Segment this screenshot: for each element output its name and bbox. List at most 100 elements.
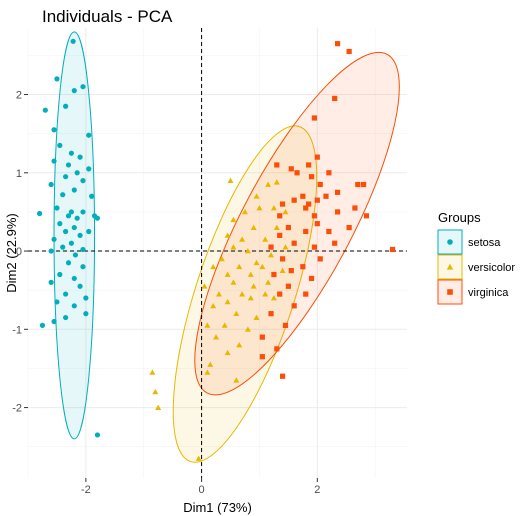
point-setosa — [71, 88, 77, 94]
point-setosa — [63, 228, 69, 235]
point-setosa — [80, 84, 86, 90]
point-virginica — [306, 201, 312, 207]
point-versicolor — [262, 236, 269, 242]
point-setosa — [57, 221, 63, 227]
y-tick-label: 2 — [16, 90, 22, 102]
point-virginica — [317, 181, 323, 188]
point-versicolor — [241, 208, 248, 215]
point-setosa — [86, 228, 92, 235]
point-setosa — [83, 311, 89, 317]
point-setosa — [54, 299, 60, 305]
point-virginica — [332, 240, 338, 246]
point-virginica — [314, 221, 320, 227]
point-versicolor — [204, 369, 211, 375]
point-setosa — [68, 150, 74, 156]
point-virginica — [303, 228, 309, 235]
point-setosa — [77, 232, 83, 238]
group-ellipses — [53, 31, 400, 463]
point-virginica — [300, 264, 306, 270]
point-setosa — [48, 248, 54, 254]
point-virginica — [332, 95, 338, 102]
point-versicolor — [224, 271, 231, 277]
point-virginica — [361, 181, 367, 188]
point-versicolor — [282, 208, 289, 215]
point-versicolor — [149, 369, 156, 375]
point-versicolor — [230, 216, 237, 223]
point-versicolor — [239, 236, 246, 242]
ellipse-versicolor — [172, 125, 318, 463]
point-setosa — [68, 240, 74, 246]
point-versicolor — [244, 248, 251, 254]
point-virginica — [268, 311, 274, 317]
point-setosa — [77, 283, 83, 289]
point-setosa — [72, 252, 79, 258]
point-versicolor — [265, 279, 272, 285]
point-versicolor — [270, 205, 277, 211]
point-virginica — [288, 268, 294, 274]
point-setosa — [71, 275, 77, 282]
point-virginica — [334, 189, 341, 195]
point-virginica — [311, 244, 318, 250]
point-setosa — [57, 271, 63, 278]
point-virginica — [285, 283, 291, 289]
point-virginica — [291, 197, 297, 203]
point-setosa — [68, 209, 74, 215]
point-setosa — [86, 132, 92, 138]
x-axis-title: Dim1 (73%) — [183, 500, 252, 515]
point-versicolor — [195, 455, 202, 461]
point-virginica — [314, 154, 320, 160]
ellipse-virginica — [194, 51, 400, 396]
point-virginica — [317, 256, 323, 262]
point-virginica — [259, 334, 265, 340]
point-virginica — [306, 162, 312, 168]
chart-title: Individuals - PCA — [42, 7, 173, 26]
point-versicolor — [224, 298, 231, 305]
point-versicolor — [210, 302, 217, 309]
point-virginica — [279, 201, 286, 207]
point-virginica — [346, 48, 352, 55]
point-versicolor — [247, 295, 254, 301]
point-setosa — [39, 322, 46, 328]
legend-marker-virginica — [447, 289, 453, 295]
point-virginica — [323, 193, 329, 199]
x-tick-label: -2 — [81, 484, 91, 496]
point-setosa — [42, 107, 48, 113]
point-virginica — [288, 166, 294, 172]
point-virginica — [352, 205, 358, 211]
y-axis-title: Dim2 (22.9%) — [4, 213, 19, 292]
point-setosa — [48, 279, 54, 285]
data-points — [36, 38, 396, 461]
point-virginica — [303, 291, 309, 297]
point-setosa — [51, 158, 57, 164]
legend-label-versicolor: versicolor — [468, 262, 515, 274]
point-versicolor — [213, 334, 220, 340]
point-versicolor — [282, 244, 289, 250]
point-setosa — [65, 213, 72, 219]
point-setosa — [70, 38, 76, 44]
legend-marker-setosa — [447, 239, 453, 245]
point-virginica — [311, 115, 318, 121]
legend-marker-versicolor — [446, 263, 454, 270]
point-versicolor — [250, 283, 257, 289]
legend-title: Groups — [438, 210, 481, 225]
point-versicolor — [230, 244, 237, 250]
point-virginica — [334, 41, 341, 47]
point-versicolor — [247, 271, 254, 277]
point-setosa — [80, 264, 86, 270]
point-versicolor — [218, 255, 225, 262]
point-setosa — [54, 205, 60, 211]
point-versicolor — [253, 259, 260, 266]
legend-label-virginica: virginica — [468, 287, 509, 299]
point-setosa — [65, 162, 72, 168]
point-virginica — [259, 354, 265, 360]
point-virginica — [294, 170, 300, 176]
point-setosa — [71, 224, 77, 231]
point-virginica — [326, 228, 332, 235]
point-virginica — [279, 373, 286, 379]
legend: Groups setosa versicolor virginica — [437, 210, 515, 305]
legend-label-setosa: setosa — [468, 237, 501, 249]
point-versicolor — [273, 224, 280, 230]
point-versicolor — [244, 326, 251, 332]
